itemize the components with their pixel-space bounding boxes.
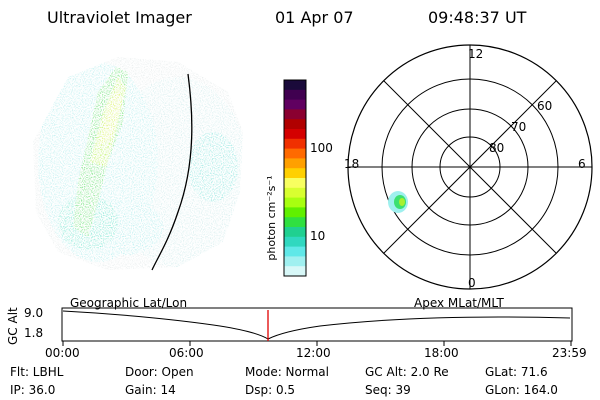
colorbar-swatch: [284, 80, 306, 91]
colorbar-swatch: [284, 227, 306, 238]
mlt-label-18: 18: [344, 157, 360, 171]
timeline-right-caption: Apex MLat/MLT: [414, 296, 504, 310]
info-mode: Mode: Normal: [245, 365, 329, 379]
colorbar-swatch: [284, 109, 306, 120]
altitude-curve: [62, 310, 571, 340]
colorbar-swatch: [284, 187, 306, 199]
observation-time: 09:48:37 UT: [428, 8, 527, 27]
timeline-x-tick-1800: 18:00: [424, 346, 459, 360]
colorbar-swatch: [284, 138, 306, 150]
info-dsp: Dsp: 0.5: [245, 383, 296, 397]
timeline-x-tick-1200: 12:00: [296, 346, 331, 360]
timeline-ticks: [62, 341, 572, 346]
info-glat: GLat: 71.6: [485, 365, 548, 379]
info-glon: GLon: 164.0: [485, 383, 558, 397]
mlt-label-12: 12: [468, 47, 484, 61]
terminator-line: [151, 73, 193, 271]
colorbar-tick-10: 10: [310, 229, 326, 243]
colorbar-swatch: [284, 129, 306, 140]
geographic-uv-image: [33, 57, 243, 271]
instrument-title: Ultraviolet Imager: [47, 8, 192, 27]
polar-plot: [347, 44, 593, 290]
colorbar-swatch: [284, 99, 306, 110]
timeline-frame: [61, 307, 573, 342]
colorbar-swatch: [284, 89, 306, 101]
info-gc-alt: GC Alt: 2.0 Re: [365, 365, 449, 379]
colorbar-swatch: [284, 246, 306, 257]
timeline-left-caption: Geographic Lat/Lon: [70, 296, 188, 310]
polar-diagonal-2: [383, 80, 557, 254]
timeline-y-tick-bottom: 1.8: [24, 326, 44, 340]
colorbar-swatch: [284, 178, 306, 189]
timeline-x-tick-0600: 06:00: [169, 346, 204, 360]
mlt-label-6: 6: [578, 157, 586, 171]
colorbar-swatch: [284, 266, 306, 277]
colorbar-swatch: [284, 148, 306, 159]
colorbar-swatch: [284, 217, 306, 228]
colorbar-swatch: [284, 119, 306, 130]
colorbar-frame: [283, 79, 307, 277]
timeline-plot: [61, 307, 573, 346]
info-gain: Gain: 14: [125, 383, 176, 397]
timeline-x-tick-2359: 23:59: [552, 346, 587, 360]
colorbar-swatch: [284, 197, 306, 208]
info-door: Door: Open: [125, 365, 194, 379]
lat-label-70: 70: [511, 120, 527, 134]
colorbar-swatch: [284, 168, 306, 179]
colorbar-swatch: [284, 256, 306, 267]
observation-date: 01 Apr 07: [275, 8, 354, 27]
info-ip: IP: 36.0: [10, 383, 56, 397]
colorbar-swatch: [284, 207, 306, 218]
timeline-x-tick-0000: 00:00: [45, 346, 80, 360]
colorbar-swatch: [284, 158, 306, 169]
info-seq: Seq: 39: [365, 383, 411, 397]
timeline-y-tick-top: 9.0: [24, 306, 44, 320]
polar-emission-spot: [388, 191, 408, 213]
colorbar-tick-100: 100: [310, 141, 333, 155]
colorbar: photon cm⁻²s⁻¹: [265, 79, 307, 277]
colorbar-unit-label: photon cm⁻²s⁻¹: [265, 175, 278, 260]
info-filter: Flt: LBHL: [10, 365, 64, 379]
lat-label-80: 80: [489, 141, 505, 155]
mlt-label-0: 0: [468, 276, 476, 290]
timeline-axis-title: GC Alt: [6, 307, 20, 345]
colorbar-swatch: [284, 236, 306, 248]
lat-label-60: 60: [537, 99, 553, 113]
